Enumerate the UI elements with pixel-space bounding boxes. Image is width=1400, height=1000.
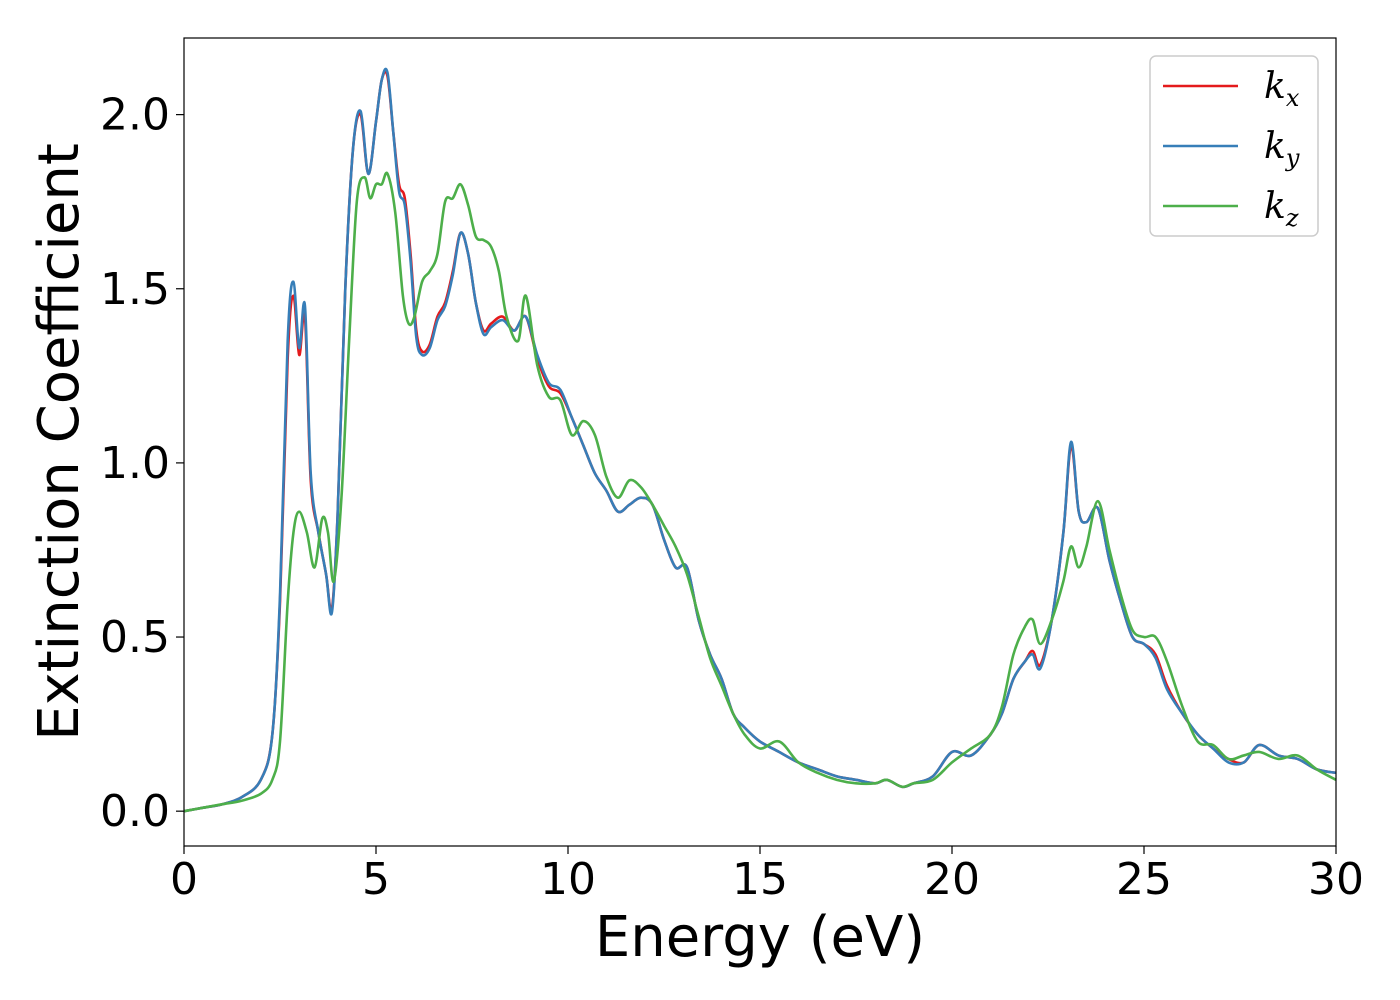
- x-tick-label: 5: [362, 854, 390, 905]
- x-tick-label: 20: [924, 854, 980, 905]
- series-line-kz: [183, 171, 1337, 813]
- y-tick-label: 1.0: [100, 438, 170, 489]
- x-tick-label: 10: [540, 854, 596, 905]
- legend-label-ky: ky: [1264, 126, 1300, 172]
- y-axis-title: Extinction Coefficient: [27, 143, 92, 741]
- x-tick-label: 30: [1308, 854, 1364, 905]
- x-tick-label: 25: [1116, 854, 1172, 905]
- x-tick-label: 0: [170, 854, 198, 905]
- series-line-ky: [183, 67, 1337, 813]
- x-axis: 0 5 10 15 20 25 30: [170, 846, 1364, 905]
- legend: kx ky kz: [1149, 55, 1319, 237]
- y-tick-label: 2.0: [100, 90, 170, 141]
- legend-label-kx: kx: [1264, 66, 1300, 112]
- y-tick-label: 0.5: [100, 612, 170, 663]
- y-axis: 0.0 0.5 1.0 1.5 2.0: [100, 90, 184, 837]
- legend-label-kz: kz: [1264, 186, 1299, 232]
- x-axis-title: Energy (eV): [595, 905, 925, 970]
- y-tick-label: 0.0: [100, 786, 170, 837]
- x-tick-label: 15: [732, 854, 788, 905]
- y-tick-label: 1.5: [100, 264, 170, 315]
- plot-lines: [183, 67, 1337, 813]
